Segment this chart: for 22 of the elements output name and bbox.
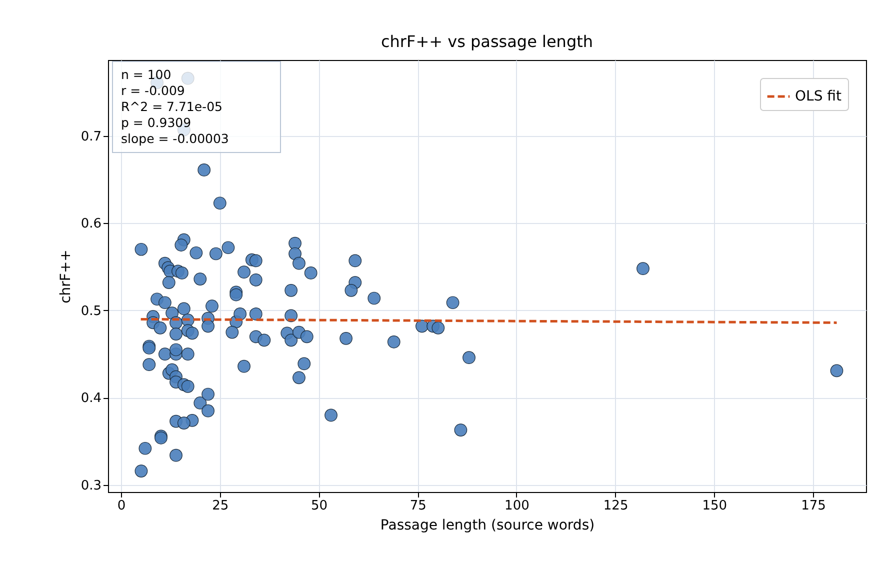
x-tick-label: 100 <box>504 498 530 514</box>
x-axis-title: Passage length (source words) <box>380 518 595 534</box>
y-axis-title: chrF++ <box>58 250 74 304</box>
legend-label: OLS fit <box>795 88 842 104</box>
x-tick-label: 75 <box>410 498 426 514</box>
x-tick-label: 175 <box>801 498 826 514</box>
x-tick-label: 125 <box>603 498 628 514</box>
y-tick-label: 0.7 <box>80 129 102 144</box>
y-tick-label: 0.3 <box>80 478 102 494</box>
y-tick-label: 0.4 <box>80 391 102 406</box>
x-tick-label: 50 <box>310 498 328 514</box>
chart-title: chrF++ vs passage length <box>380 32 594 51</box>
x-tick-label: 150 <box>702 498 728 514</box>
y-tick-label: 0.6 <box>80 216 102 232</box>
annotation: n = 100 <box>121 67 172 83</box>
annotation: r = -0.009 <box>121 83 186 99</box>
annotation: slope = -0.00003 <box>121 131 230 147</box>
x-tick-label: 25 <box>212 498 229 514</box>
annotation: p = 0.9309 <box>121 115 192 131</box>
x-tick-label: 0 <box>117 498 126 514</box>
y-tick-label: 0.5 <box>80 304 102 319</box>
annotation: R^2 = 7.71e-05 <box>121 99 224 115</box>
